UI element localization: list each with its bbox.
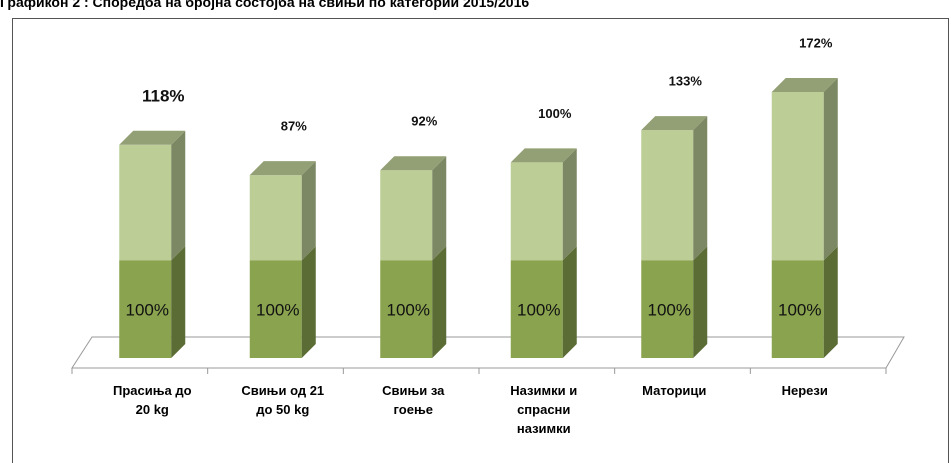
data-label: 172%	[799, 35, 833, 50]
data-label: 100%	[256, 301, 299, 320]
data-label: 100%	[648, 301, 691, 320]
data-label: 87%	[281, 119, 307, 134]
chart-frame	[12, 18, 949, 463]
data-label: 133%	[669, 74, 703, 89]
data-label: 100%	[538, 106, 572, 121]
bar	[249, 260, 302, 358]
bar	[380, 260, 433, 358]
bar-top	[380, 156, 447, 171]
x-tick-label: Прасиња до 20 kg	[112, 383, 192, 417]
bar	[771, 92, 824, 261]
bar	[119, 260, 172, 358]
bar-side	[693, 246, 708, 358]
data-label: 92%	[411, 114, 437, 129]
bar-side	[171, 246, 186, 358]
data-label: 100%	[126, 301, 169, 320]
data-label: 118%	[142, 86, 185, 105]
x-tick-label: Нерези	[781, 383, 828, 398]
x-tick-label: Маторици	[642, 383, 707, 398]
x-tick-label: Назимки и спрасни назимки	[510, 383, 578, 436]
bar	[771, 260, 824, 358]
bar-side	[432, 156, 447, 261]
bar-side	[562, 148, 577, 261]
bar	[380, 170, 433, 261]
bar-side	[693, 116, 708, 261]
bar	[510, 260, 563, 358]
bar-top	[249, 161, 316, 176]
bar-top	[510, 148, 577, 163]
bar	[510, 162, 563, 261]
bar-side	[823, 78, 838, 261]
data-label: 100%	[778, 301, 821, 320]
bar-side	[301, 161, 316, 261]
bar	[249, 175, 302, 261]
bar-side	[432, 246, 447, 358]
bar-side	[562, 246, 577, 358]
data-label: 100%	[387, 301, 430, 320]
bar-top	[641, 116, 708, 131]
x-tick-label: Свињи за гоење	[382, 383, 445, 417]
bar-top	[119, 130, 186, 145]
chart-title: Графикон 2 : Споредба на бројна состојба…	[0, 0, 530, 10]
bar-side	[301, 246, 316, 358]
bar	[641, 130, 694, 261]
bar-top	[771, 78, 838, 92]
bar	[641, 260, 694, 358]
data-label: 100%	[517, 301, 560, 320]
bar-side	[823, 246, 838, 358]
bar-side	[171, 130, 186, 261]
bar	[119, 144, 172, 261]
x-tick-label: Свињи од 21 до 50 kg	[241, 383, 325, 417]
